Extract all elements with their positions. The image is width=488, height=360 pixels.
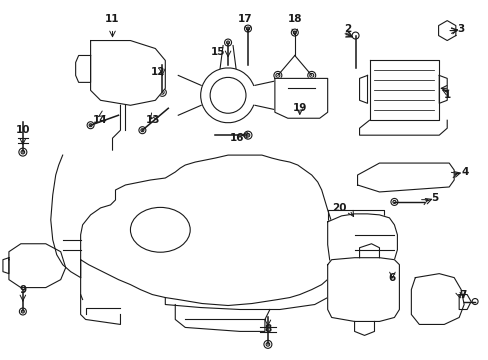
Text: 7: 7 [458, 289, 466, 300]
Polygon shape [327, 214, 397, 274]
Polygon shape [438, 21, 455, 41]
Text: 14: 14 [93, 115, 108, 125]
Text: 1: 1 [443, 90, 450, 100]
Polygon shape [357, 163, 453, 192]
Polygon shape [9, 244, 65, 288]
Polygon shape [90, 41, 165, 105]
Text: 9: 9 [19, 284, 26, 294]
Text: 11: 11 [105, 14, 120, 24]
Text: 4: 4 [460, 167, 468, 177]
Text: 10: 10 [16, 125, 30, 135]
Text: 12: 12 [151, 67, 165, 77]
Text: 17: 17 [237, 14, 252, 24]
Text: 16: 16 [229, 133, 244, 143]
Polygon shape [327, 210, 384, 220]
Text: 20: 20 [332, 203, 346, 213]
Text: 3: 3 [456, 24, 464, 33]
Polygon shape [369, 60, 438, 120]
Polygon shape [274, 78, 327, 118]
Text: 2: 2 [344, 24, 351, 33]
Text: 13: 13 [146, 115, 160, 125]
Text: 15: 15 [210, 48, 225, 58]
Text: 6: 6 [388, 273, 395, 283]
Text: 5: 5 [430, 193, 438, 203]
Polygon shape [327, 258, 399, 321]
Text: 19: 19 [292, 103, 306, 113]
Polygon shape [410, 274, 463, 324]
Text: 8: 8 [264, 324, 271, 334]
Text: 18: 18 [287, 14, 302, 24]
